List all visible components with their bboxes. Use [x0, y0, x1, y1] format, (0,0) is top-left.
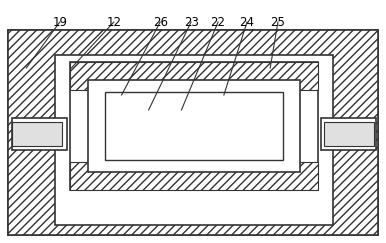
Bar	[70, 62, 318, 190]
Bar	[105, 92, 283, 160]
Bar	[88, 80, 300, 172]
Bar	[70, 162, 318, 190]
Bar	[55, 55, 333, 225]
Text: 19: 19	[52, 16, 67, 29]
Bar	[321, 118, 376, 150]
Bar	[12, 118, 67, 150]
Bar	[12, 122, 62, 146]
Bar	[324, 122, 374, 146]
Text: 25: 25	[271, 16, 285, 29]
Bar	[8, 30, 378, 235]
Bar	[70, 62, 318, 90]
Text: 26: 26	[153, 16, 168, 29]
Text: 24: 24	[240, 16, 254, 29]
Bar	[8, 30, 378, 235]
Text: 23: 23	[184, 16, 198, 29]
Text: 12: 12	[107, 16, 121, 29]
Text: 22: 22	[211, 16, 225, 29]
